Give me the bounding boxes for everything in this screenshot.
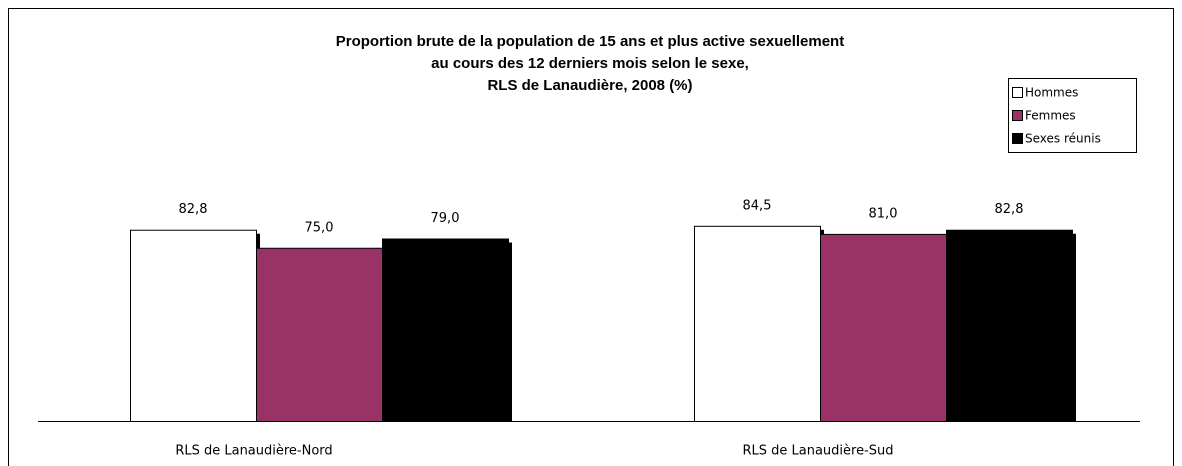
legend-swatch [1012,110,1023,121]
chart-title: Proportion brute de la population de 15 … [336,33,844,50]
legend-swatch [1012,87,1023,98]
legend-label: Femmes [1025,109,1076,123]
legend-label: Hommes [1025,86,1078,100]
legend-swatch [1012,133,1023,144]
bar [820,233,947,422]
value-label: 81,0 [869,206,898,221]
bar [130,229,257,422]
value-label: 84,5 [743,198,772,213]
chart-title: RLS de Lanaudière, 2008 (%) [487,77,692,94]
legend-box [1008,78,1137,153]
value-label: 75,0 [305,220,334,235]
x-tick-label: RLS de Lanaudière-Nord [175,444,332,459]
x-tick-label: RLS de Lanaudière-Sud [742,444,893,459]
legend-label: Sexes réunis [1025,132,1101,146]
bar [382,238,509,422]
chart-title: au cours des 12 derniers mois selon le s… [431,55,749,72]
value-label: 82,8 [995,202,1024,217]
bar [694,225,821,422]
bar [256,247,383,422]
bar [946,229,1073,422]
value-label: 79,0 [431,211,460,226]
value-label: 82,8 [179,202,208,217]
